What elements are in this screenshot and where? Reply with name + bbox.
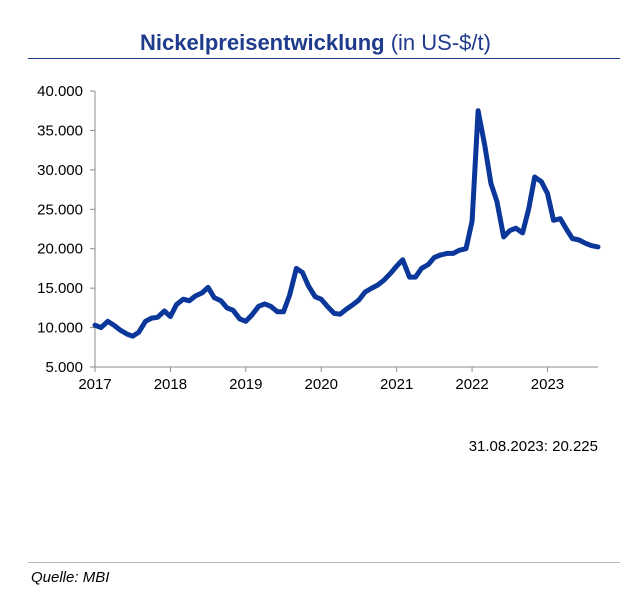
y-tick-label: 5.000: [45, 359, 83, 376]
y-tick-label: 40.000: [37, 83, 83, 100]
x-tick-label: 2018: [154, 376, 187, 393]
y-tick-label: 15.000: [37, 280, 83, 297]
x-tick-label: 2021: [380, 376, 413, 393]
y-tick-label: 35.000: [37, 122, 83, 139]
chart-title-main: Nickelpreisentwicklung: [140, 30, 385, 55]
y-tick-label: 10.000: [37, 320, 83, 337]
x-tick-label: 2020: [305, 376, 338, 393]
y-tick-label: 20.000: [37, 241, 83, 258]
x-tick-label: 2017: [78, 376, 111, 393]
chart-title: Nickelpreisentwicklung (in US-$/t): [0, 30, 631, 56]
y-tick-label: 30.000: [37, 162, 83, 179]
latest-price-note: 31.08.2023: 20.225: [468, 438, 598, 455]
x-tick-label: 2023: [531, 376, 564, 393]
nickel-price-line: [92, 108, 601, 339]
x-tick-label: 2019: [229, 376, 262, 393]
source-label: Quelle: MBI: [31, 569, 110, 586]
source-divider: [28, 562, 620, 563]
x-tick-label: 2022: [455, 376, 488, 393]
y-tick-label: 25.000: [37, 201, 83, 218]
title-divider: [28, 58, 620, 59]
chart-title-unit: (in US-$/t): [384, 30, 491, 55]
